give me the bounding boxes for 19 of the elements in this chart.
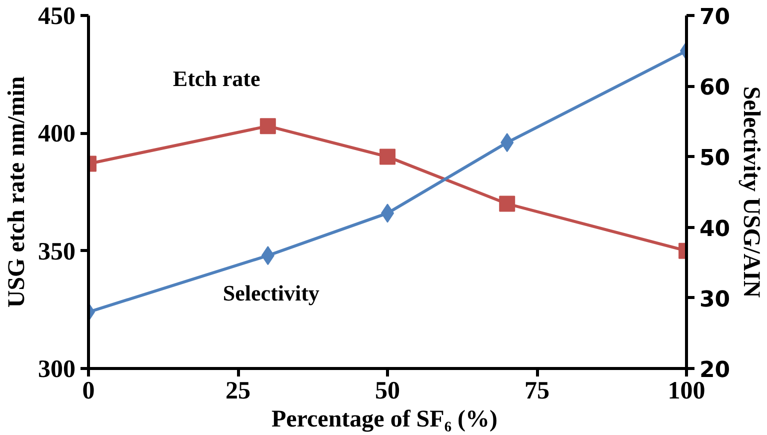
y2-tick-label: 60 [700,76,730,101]
series-label: Etch rate [172,66,260,92]
x-tick-label: 50 [375,378,400,404]
y-axis-title: USG etch rate nm/min [4,76,30,308]
y-tick-label: 350 [38,238,76,266]
x-tick-label: 75 [524,378,550,404]
y2-axis-title: Selectivity USG/AIN [738,86,764,298]
y2-tick-label: 70 [700,5,730,30]
y2-tick-label: 40 [700,216,730,242]
y2-tick-label: 30 [700,287,730,312]
y-tick-label: 400 [38,120,76,148]
x-tick-label: 25 [226,378,250,404]
point [380,148,396,165]
x-tick-label: 0 [82,378,95,404]
x-axis-title: Percentage of SF₆ (%) [271,406,498,432]
y-tick-label: 450 [38,3,76,30]
y-tick-label: 300 [38,356,76,383]
series-label: Selectivity [222,280,320,306]
y2-tick-label: 50 [700,146,730,172]
